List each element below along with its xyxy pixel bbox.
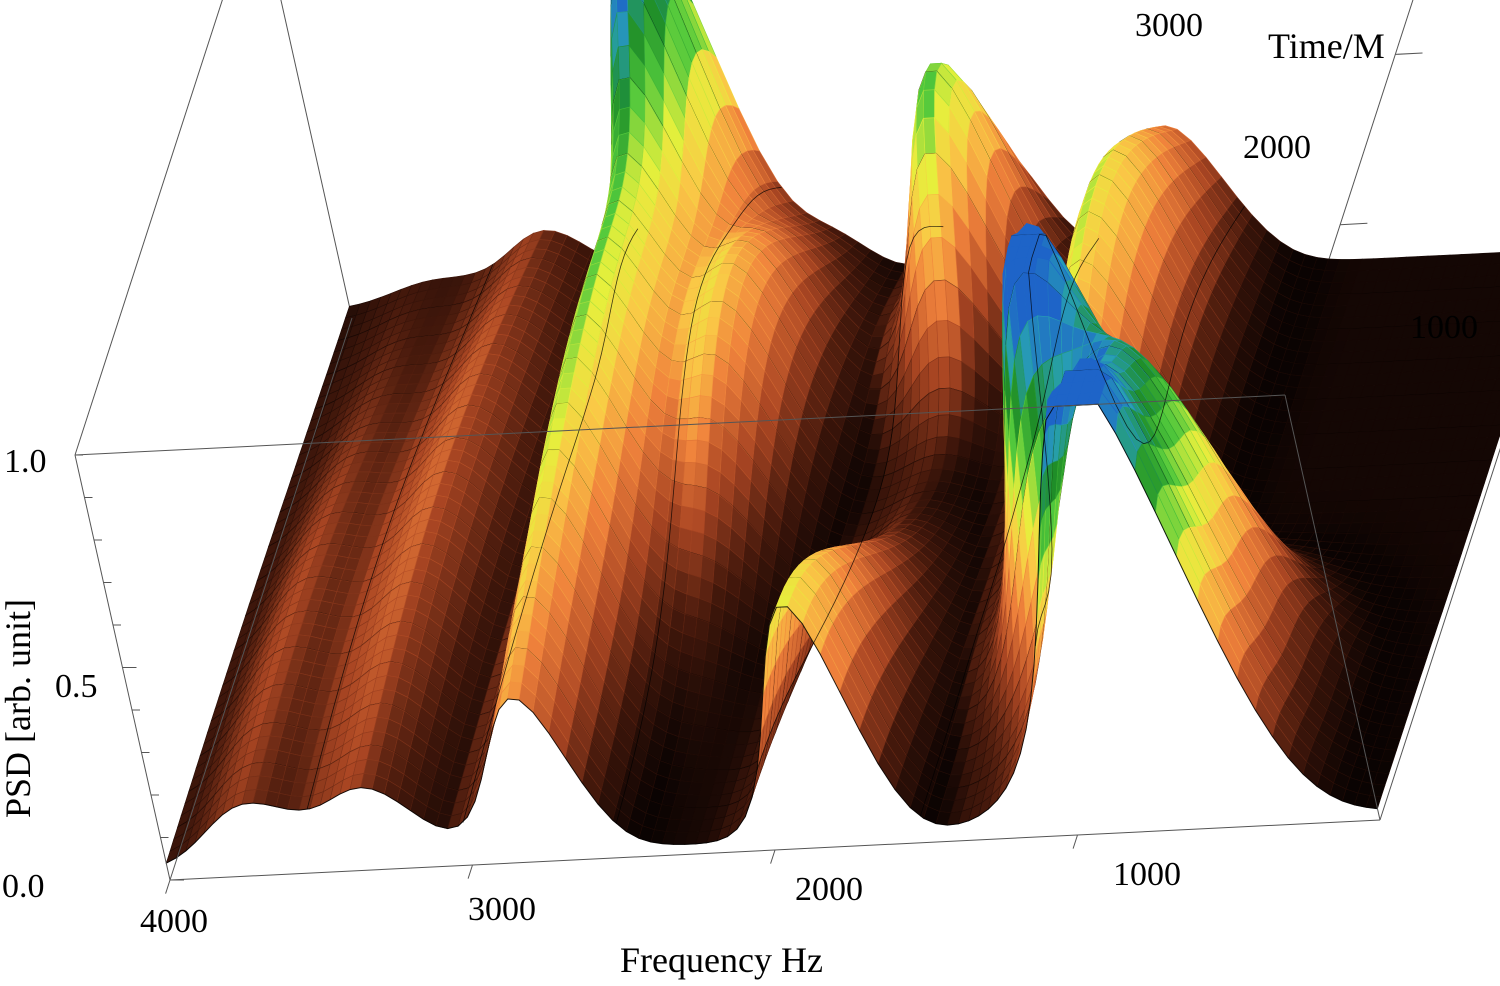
surface-patch (923, 89, 935, 119)
box-edge (1467, 0, 1500, 258)
surface-patch (692, 485, 707, 512)
surface-patch (695, 439, 710, 466)
surface-patch (1496, 333, 1500, 346)
surface-patch (674, 418, 689, 441)
surface-patch (694, 462, 708, 489)
surface-patch (938, 356, 951, 390)
surface-patch (947, 414, 962, 439)
surface-patch (691, 507, 706, 535)
box-edge (74, 0, 223, 456)
surface-patch (926, 414, 939, 441)
surface-patch (1060, 320, 1074, 355)
box-edge (280, 0, 353, 319)
psd-surface (165, 0, 1500, 864)
surface-patch (1495, 401, 1500, 415)
surface-patch (1497, 266, 1500, 276)
surface-patch (616, 0, 629, 13)
surface-patch (936, 414, 950, 438)
surface-patch (936, 320, 950, 358)
surface-patch (947, 319, 962, 363)
surface-patch (665, 0, 671, 7)
surface-patch (679, 505, 694, 532)
surface-patch (1492, 309, 1500, 323)
surface-patch (685, 417, 700, 441)
surface-patch (927, 388, 940, 420)
surface-patch (687, 395, 701, 420)
surface-patch (617, 45, 631, 81)
surface-patch (696, 417, 711, 443)
surface-patch (699, 374, 714, 398)
surface-patch (949, 356, 963, 393)
surface-patch (959, 416, 974, 443)
surface-patch (618, 106, 631, 136)
surface-patch (684, 439, 698, 464)
surface-patch (618, 77, 631, 110)
surface-patch (698, 395, 712, 420)
surface-patch (923, 117, 937, 155)
surface-patch (672, 439, 687, 463)
surface-patch (701, 353, 716, 376)
surface-patch (682, 462, 697, 487)
surface-patch (688, 552, 703, 579)
surface-patch (690, 530, 705, 557)
surface-patch (928, 356, 940, 395)
box-edge (1379, 447, 1500, 821)
surface-patch (616, 11, 630, 48)
surface-patch (686, 573, 702, 599)
surface-patch (1492, 344, 1500, 357)
surface-patch (676, 397, 690, 420)
surface-patch (949, 387, 963, 418)
surface-patch (681, 483, 696, 509)
surface-patch (1495, 367, 1500, 380)
surface-patch (1493, 275, 1500, 288)
